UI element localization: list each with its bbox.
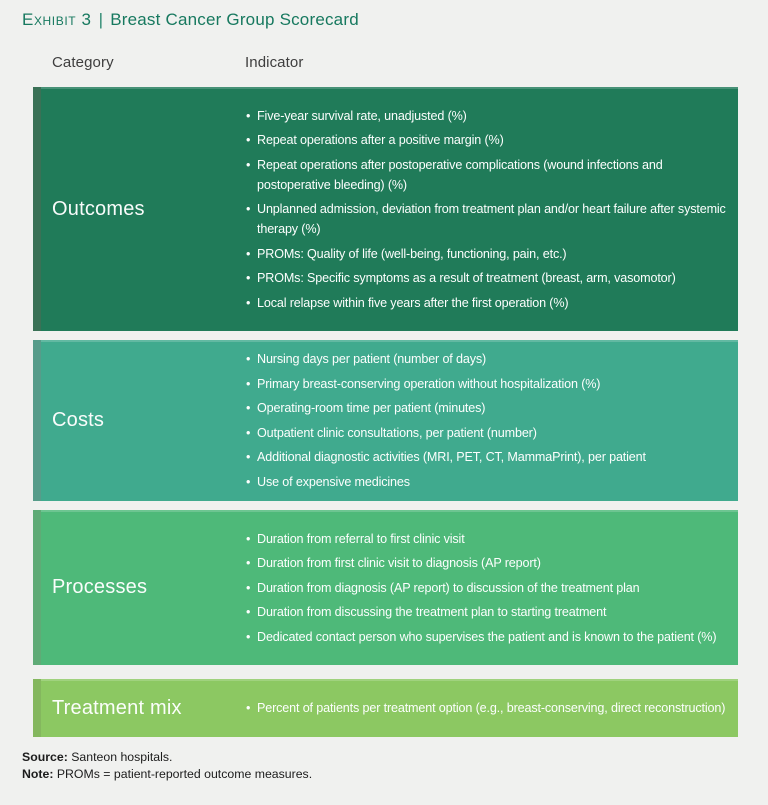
- footnotes: Source: Santeon hospitals. Note: PROMs =…: [22, 749, 312, 782]
- exhibit-title: Exhibit 3 | Breast Cancer Group Scorecard: [22, 10, 359, 30]
- category-label-outcomes: Outcomes: [52, 197, 145, 220]
- note-label: Note:: [22, 766, 54, 781]
- indicator-item: Outpatient clinic consultations, per pat…: [245, 423, 727, 443]
- scorecard-table: Outcomes Five-year survival rate, unadjus…: [33, 87, 738, 737]
- indicator-item: Dedicated contact person who supervises …: [245, 627, 727, 647]
- indicator-item: Duration from first clinic visit to diag…: [245, 553, 727, 573]
- category-row-outcomes: Outcomes Five-year survival rate, unadjus…: [33, 87, 738, 331]
- category-label-costs: Costs: [52, 409, 105, 431]
- category-label-treatment-mix: Treatment mix: [52, 696, 182, 719]
- note-line: Note: PROMs = patient-reported outcome m…: [22, 766, 312, 783]
- indicator-item: Duration from diagnosis (AP report) to d…: [245, 578, 727, 598]
- category-row-costs: Costs Nursing days per patient (number of…: [33, 340, 738, 501]
- category-label-processes: Processes: [52, 576, 148, 598]
- column-headers: Category Indicator: [0, 54, 768, 74]
- indicator-list-treatment-mix: Percent of patients per treatment option…: [245, 679, 738, 737]
- indicator-item: Percent of patients per treatment option…: [245, 698, 727, 718]
- indicator-item: Duration from referral to first clinic v…: [245, 529, 727, 549]
- indicator-item: Use of expensive medicines: [245, 472, 727, 492]
- indicator-item: PROMs: Specific symptoms as a result of …: [245, 268, 727, 288]
- category-row-processes: Processes Duration from referral to first…: [33, 510, 738, 665]
- source-line: Source: Santeon hospitals.: [22, 749, 312, 766]
- indicator-list-processes: Duration from referral to first clinic v…: [245, 510, 738, 665]
- indicator-item: Operating-room time per patient (minutes…: [245, 398, 727, 418]
- indicator-item: Repeat operations after postoperative co…: [245, 155, 727, 195]
- title-separator: |: [98, 10, 104, 29]
- indicator-list-costs: Nursing days per patient (number of days…: [245, 340, 738, 501]
- indicator-item: Additional diagnostic activities (MRI, P…: [245, 447, 727, 467]
- exhibit-label: Exhibit 3: [22, 10, 92, 29]
- indicator-list-outcomes: Five-year survival rate, unadjusted (%) R…: [245, 87, 738, 331]
- source-label: Source:: [22, 750, 68, 764]
- indicator-item: Five-year survival rate, unadjusted (%): [245, 106, 727, 126]
- column-header-indicator: Indicator: [245, 54, 304, 71]
- source-text: Santeon hospitals.: [71, 750, 173, 764]
- indicator-item: Duration from discussing the treatment p…: [245, 602, 727, 622]
- indicator-item: PROMs: Quality of life (well-being, func…: [245, 244, 727, 264]
- column-header-category: Category: [52, 54, 114, 71]
- indicator-item: Primary breast-conserving operation with…: [245, 374, 727, 394]
- category-row-treatment-mix: Treatment mix Percent of patients per tre…: [33, 679, 738, 737]
- title-text: Breast Cancer Group Scorecard: [110, 10, 359, 29]
- note-text: PROMs = patient-reported outcome measure…: [56, 766, 313, 781]
- indicator-item: Unplanned admission, deviation from trea…: [245, 199, 727, 239]
- indicator-item: Repeat operations after a positive margi…: [245, 130, 727, 150]
- indicator-item: Nursing days per patient (number of days…: [245, 349, 727, 369]
- indicator-item: Local relapse within five years after th…: [245, 293, 727, 313]
